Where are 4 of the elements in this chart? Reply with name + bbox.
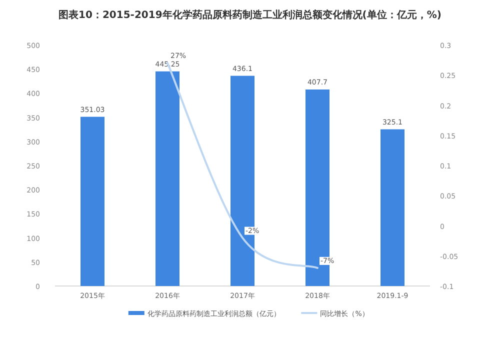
bar — [380, 129, 404, 286]
bar — [80, 116, 104, 286]
bar — [156, 71, 180, 286]
chart-title: 图表10：2015-2019年化学药品原料药制造工业利润总额变化情况(单位：亿元，%) — [58, 9, 442, 21]
